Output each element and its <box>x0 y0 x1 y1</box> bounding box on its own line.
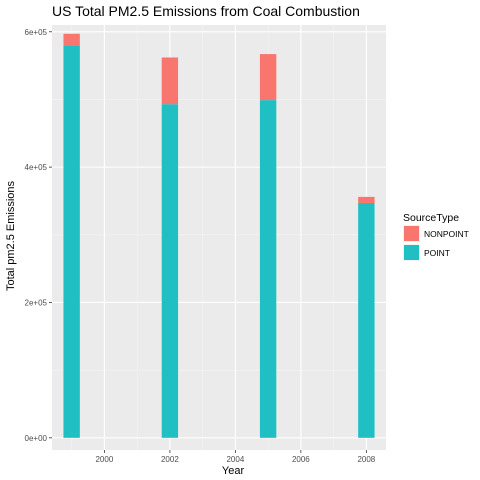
x-axis: 2000 2002 2004 2006 2008 <box>95 450 376 464</box>
y-axis-title: Total pm2.5 Emissions <box>5 180 17 291</box>
bar-nonpoint-2002 <box>161 57 179 105</box>
legend-label-point: POINT <box>424 248 450 258</box>
legend-swatch-point <box>404 245 419 260</box>
bar-point-1999 <box>63 45 80 438</box>
x-tick-label: 2006 <box>292 455 310 464</box>
plot-panel <box>52 25 386 450</box>
bar-nonpoint-2005 <box>259 54 277 101</box>
bar-point-2005 <box>259 100 277 438</box>
x-tick-label: 2000 <box>95 455 113 464</box>
y-tick-label: 6e+05 <box>25 28 48 37</box>
bar-point-2002 <box>161 104 179 438</box>
legend-label-nonpoint: NONPOINT <box>424 229 469 239</box>
legend-swatch-nonpoint <box>404 226 419 241</box>
bar-nonpoint-1999 <box>63 33 80 46</box>
x-tick-label: 2004 <box>226 455 244 464</box>
y-tick-label: 4e+05 <box>25 163 48 172</box>
bars <box>63 33 375 438</box>
x-tick-label: 2008 <box>357 455 375 464</box>
chart-title: US Total PM2.5 Emissions from Coal Combu… <box>52 3 360 19</box>
bar-point-2008 <box>358 202 375 438</box>
x-axis-title: Year <box>222 465 245 477</box>
y-axis: 0e+00 2e+05 4e+05 6e+05 <box>25 28 52 443</box>
x-tick-label: 2002 <box>161 455 179 464</box>
legend-title: SourceType <box>403 212 459 224</box>
bar-nonpoint-2008 <box>358 196 375 203</box>
y-tick-label: 2e+05 <box>25 298 48 307</box>
y-tick-label: 0e+00 <box>25 434 48 443</box>
legend: SourceType NONPOINT POINT <box>403 212 469 261</box>
